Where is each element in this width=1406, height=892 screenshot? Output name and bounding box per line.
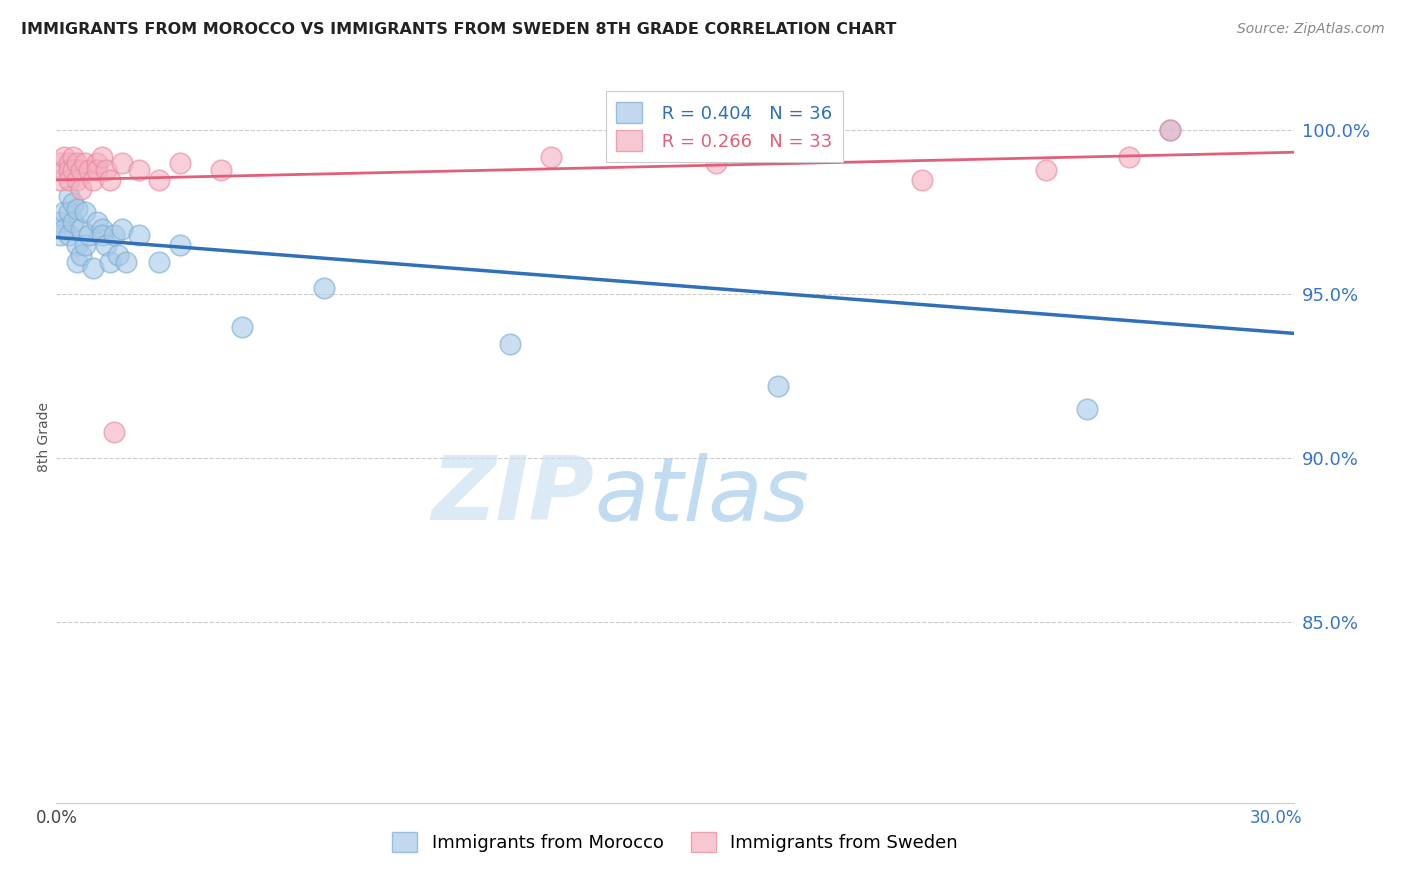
Point xyxy=(86,215,108,229)
Point xyxy=(77,162,100,177)
Point xyxy=(53,222,76,236)
Point xyxy=(70,248,93,262)
Point xyxy=(62,162,84,177)
Point xyxy=(70,182,93,196)
Point xyxy=(53,150,76,164)
Point xyxy=(128,162,150,177)
Point xyxy=(75,238,97,252)
Text: Source: ZipAtlas.com: Source: ZipAtlas.com xyxy=(1237,22,1385,37)
Point xyxy=(499,336,522,351)
Point xyxy=(62,150,84,164)
Text: atlas: atlas xyxy=(595,452,810,539)
Point xyxy=(75,205,97,219)
Point xyxy=(58,189,80,203)
Point xyxy=(103,425,125,439)
Point xyxy=(53,205,76,219)
Point xyxy=(1035,162,1057,177)
Point xyxy=(58,228,80,243)
Point xyxy=(62,195,84,210)
Point xyxy=(86,156,108,170)
Point xyxy=(103,228,125,243)
Point xyxy=(1159,123,1181,137)
Text: ZIP: ZIP xyxy=(432,452,595,539)
Point xyxy=(70,222,93,236)
Point xyxy=(766,379,789,393)
Point xyxy=(90,150,112,164)
Point xyxy=(70,162,93,177)
Point xyxy=(231,320,253,334)
Point xyxy=(314,281,336,295)
Point xyxy=(66,238,89,252)
Point xyxy=(53,162,76,177)
Point xyxy=(148,254,170,268)
Text: 0.0%: 0.0% xyxy=(35,809,77,828)
Point xyxy=(58,156,80,170)
Point xyxy=(58,205,80,219)
Point xyxy=(75,156,97,170)
Point xyxy=(62,215,84,229)
Point xyxy=(98,254,121,268)
Point xyxy=(49,172,72,186)
Point xyxy=(90,228,112,243)
Point xyxy=(98,172,121,186)
Point xyxy=(1159,123,1181,137)
Point xyxy=(94,238,117,252)
Text: IMMIGRANTS FROM MOROCCO VS IMMIGRANTS FROM SWEDEN 8TH GRADE CORRELATION CHART: IMMIGRANTS FROM MOROCCO VS IMMIGRANTS FR… xyxy=(21,22,897,37)
Point xyxy=(94,162,117,177)
Point xyxy=(66,172,89,186)
Point xyxy=(111,222,134,236)
Legend: Immigrants from Morocco, Immigrants from Sweden: Immigrants from Morocco, Immigrants from… xyxy=(385,824,965,860)
Point xyxy=(90,222,112,236)
Point xyxy=(107,248,129,262)
Point xyxy=(540,150,562,164)
Point xyxy=(82,172,104,186)
Point xyxy=(148,172,170,186)
Point xyxy=(49,156,72,170)
Point xyxy=(111,156,134,170)
Point xyxy=(911,172,934,186)
Point xyxy=(49,215,72,229)
Point xyxy=(169,238,191,252)
Point xyxy=(66,202,89,216)
Point xyxy=(1076,402,1098,417)
Y-axis label: 8th Grade: 8th Grade xyxy=(37,402,51,472)
Point xyxy=(58,162,80,177)
Point xyxy=(128,228,150,243)
Point xyxy=(77,228,100,243)
Point xyxy=(115,254,138,268)
Point xyxy=(82,261,104,276)
Point xyxy=(49,228,72,243)
Point xyxy=(58,172,80,186)
Point xyxy=(1118,150,1140,164)
Point xyxy=(209,162,232,177)
Point xyxy=(66,254,89,268)
Text: 30.0%: 30.0% xyxy=(1250,809,1302,828)
Point xyxy=(66,156,89,170)
Point xyxy=(86,162,108,177)
Point xyxy=(704,156,727,170)
Point xyxy=(169,156,191,170)
